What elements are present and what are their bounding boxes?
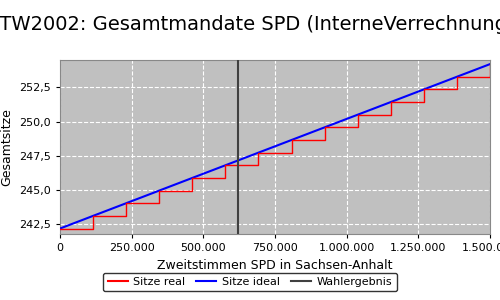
Legend: Sitze real, Sitze ideal, Wahlergebnis: Sitze real, Sitze ideal, Wahlergebnis (103, 273, 397, 291)
Text: BTW2002: Gesamtmandate SPD (InterneVerrechnung): BTW2002: Gesamtmandate SPD (InterneVerre… (0, 15, 500, 34)
X-axis label: Zweitstimmen SPD in Sachsen-Anhalt: Zweitstimmen SPD in Sachsen-Anhalt (157, 259, 393, 272)
Y-axis label: Gesamtsitze: Gesamtsitze (0, 108, 14, 186)
